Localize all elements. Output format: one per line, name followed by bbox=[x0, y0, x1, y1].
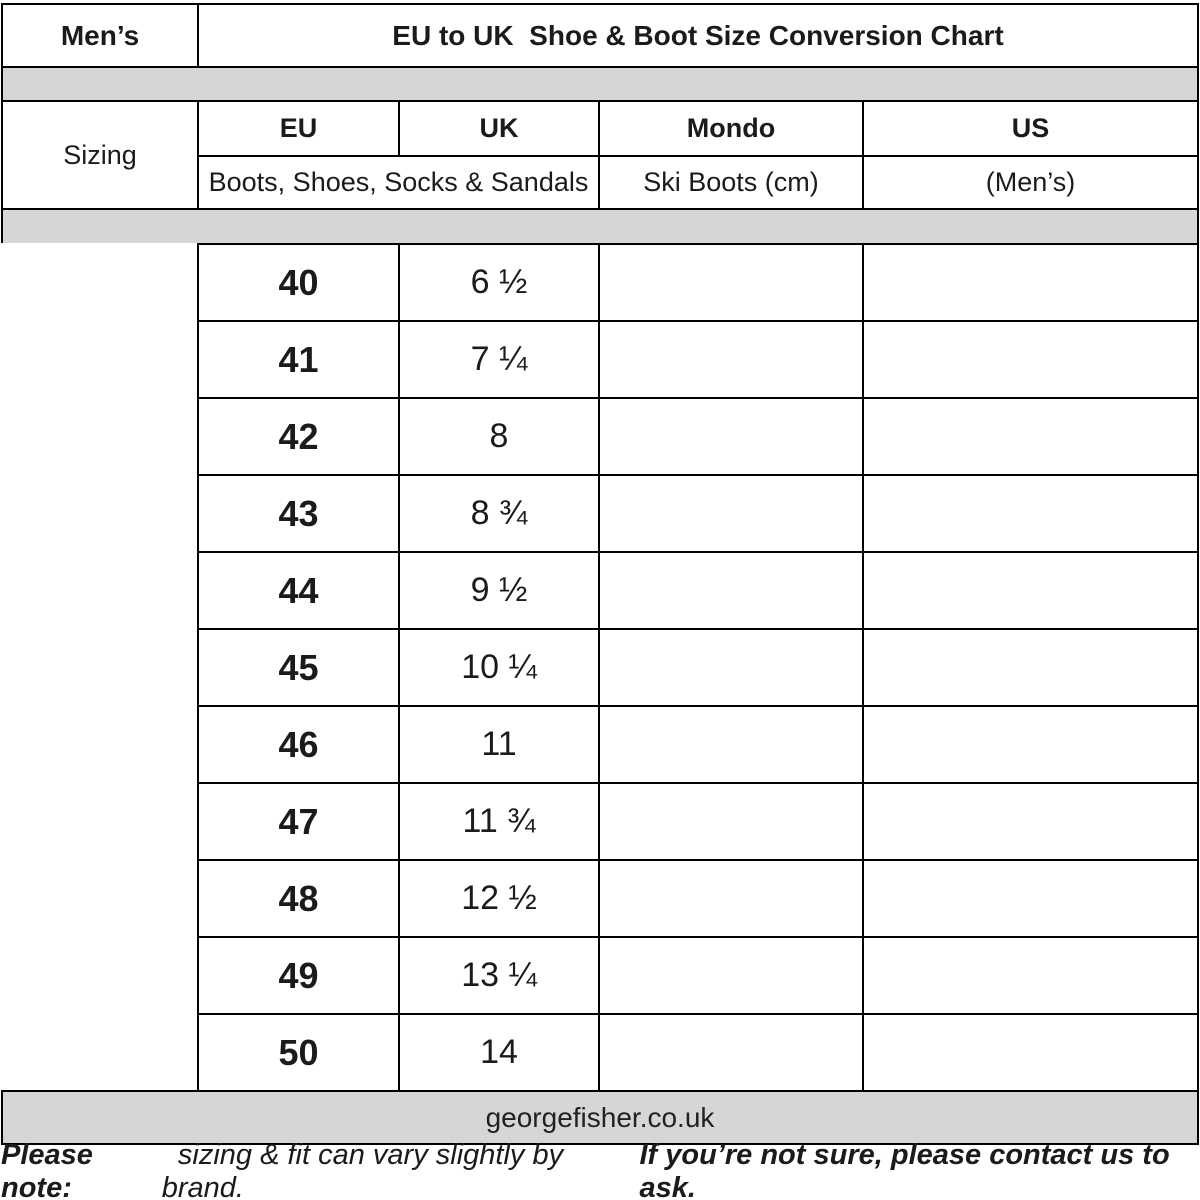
uk-size-cell: 6 ½ bbox=[400, 243, 600, 320]
note-emphasis: If you’re not sure, please contact us to… bbox=[639, 1139, 1178, 1200]
eu-size-cell: 47 bbox=[199, 782, 400, 859]
table-row: 47 11 ¾ bbox=[1, 782, 1199, 859]
us-size-cell bbox=[864, 320, 1199, 397]
row-spacer-cell bbox=[1, 243, 199, 320]
uk-size-cell: 12 ½ bbox=[400, 859, 600, 936]
footer-band: georgefisher.co.uk bbox=[1, 1090, 1199, 1145]
eu-size-cell: 50 bbox=[199, 1013, 400, 1090]
us-size-cell bbox=[864, 628, 1199, 705]
row-spacer-cell bbox=[1, 397, 199, 474]
row-spacer-cell bbox=[1, 628, 199, 705]
mondo-size-cell bbox=[600, 320, 864, 397]
table-row: 42 8 bbox=[1, 397, 1199, 474]
table-row: 50 14 bbox=[1, 1013, 1199, 1090]
row-spacer-cell bbox=[1, 1013, 199, 1090]
subheader-boots-shoes: Boots, Shoes, Socks & Sandals bbox=[199, 157, 600, 210]
row-spacer-cell bbox=[1, 320, 199, 397]
column-header-us: US bbox=[864, 100, 1199, 157]
uk-size-cell: 11 bbox=[400, 705, 600, 782]
subheader-us-mens: (Men’s) bbox=[864, 157, 1199, 210]
size-table-body: 40 6 ½ 41 7 ¼ 42 8 43 8 ¾ 44 9 ½ 45 10 ¼ bbox=[1, 243, 1199, 1090]
us-size-cell bbox=[864, 859, 1199, 936]
row-spacer-cell bbox=[1, 551, 199, 628]
table-row: 40 6 ½ bbox=[1, 243, 1199, 320]
table-row: 45 10 ¼ bbox=[1, 628, 1199, 705]
eu-size-cell: 44 bbox=[199, 551, 400, 628]
eu-size-cell: 46 bbox=[199, 705, 400, 782]
mondo-size-cell bbox=[600, 243, 864, 320]
uk-size-cell: 11 ¾ bbox=[400, 782, 600, 859]
eu-size-cell: 41 bbox=[199, 320, 400, 397]
uk-size-cell: 14 bbox=[400, 1013, 600, 1090]
uk-size-cell: 8 ¾ bbox=[400, 474, 600, 551]
mondo-size-cell bbox=[600, 628, 864, 705]
column-header-eu: EU bbox=[199, 100, 400, 157]
us-size-cell bbox=[864, 551, 1199, 628]
chart-title: EU to UK Shoe & Boot Size Conversion Cha… bbox=[199, 3, 1199, 68]
table-row: 44 9 ½ bbox=[1, 551, 1199, 628]
eu-size-cell: 42 bbox=[199, 397, 400, 474]
us-size-cell bbox=[864, 474, 1199, 551]
bottom-note: Please note: sizing & fit can vary sligh… bbox=[1, 1139, 1199, 1200]
row-spacer-cell bbox=[1, 474, 199, 551]
note-body: sizing & fit can vary slightly by brand. bbox=[161, 1139, 572, 1200]
row-spacer-cell bbox=[1, 705, 199, 782]
table-row: 46 11 bbox=[1, 705, 1199, 782]
row-spacer-cell bbox=[1, 782, 199, 859]
title-row: Men’s EU to UK Shoe & Boot Size Conversi… bbox=[1, 3, 1199, 68]
subheader-ski-boots: Ski Boots (cm) bbox=[600, 157, 864, 210]
us-size-cell bbox=[864, 397, 1199, 474]
us-size-cell bbox=[864, 782, 1199, 859]
mondo-size-cell bbox=[600, 397, 864, 474]
us-size-cell bbox=[864, 1013, 1199, 1090]
row-spacer-cell bbox=[1, 936, 199, 1013]
table-row: 48 12 ½ bbox=[1, 859, 1199, 936]
mondo-size-cell bbox=[600, 551, 864, 628]
size-chart-table: Men’s EU to UK Shoe & Boot Size Conversi… bbox=[1, 3, 1199, 1200]
note-prefix: Please note: bbox=[1, 1139, 101, 1200]
eu-size-cell: 40 bbox=[199, 243, 400, 320]
mondo-size-cell bbox=[600, 474, 864, 551]
column-header-mondo: Mondo bbox=[600, 100, 864, 157]
us-size-cell bbox=[864, 936, 1199, 1013]
category-label: Men’s bbox=[1, 3, 199, 68]
us-size-cell bbox=[864, 243, 1199, 320]
sizing-header: Sizing bbox=[1, 100, 199, 210]
mondo-size-cell bbox=[600, 782, 864, 859]
us-size-cell bbox=[864, 705, 1199, 782]
uk-size-cell: 10 ¼ bbox=[400, 628, 600, 705]
separator-band-mid bbox=[1, 210, 1199, 243]
eu-size-cell: 43 bbox=[199, 474, 400, 551]
table-row: 43 8 ¾ bbox=[1, 474, 1199, 551]
mondo-size-cell bbox=[600, 859, 864, 936]
table-row: 41 7 ¼ bbox=[1, 320, 1199, 397]
mondo-size-cell bbox=[600, 705, 864, 782]
mondo-size-cell bbox=[600, 936, 864, 1013]
table-row: 49 13 ¼ bbox=[1, 936, 1199, 1013]
website-label: georgefisher.co.uk bbox=[485, 1101, 715, 1133]
uk-size-cell: 8 bbox=[400, 397, 600, 474]
eu-size-cell: 49 bbox=[199, 936, 400, 1013]
uk-size-cell: 7 ¼ bbox=[400, 320, 600, 397]
table-header: Sizing EU UK Mondo US Boots, Shoes, Sock… bbox=[1, 100, 1199, 210]
column-header-uk: UK bbox=[400, 100, 600, 157]
uk-size-cell: 13 ¼ bbox=[400, 936, 600, 1013]
eu-size-cell: 48 bbox=[199, 859, 400, 936]
separator-band-top bbox=[1, 68, 1199, 100]
row-spacer-cell bbox=[1, 859, 199, 936]
eu-size-cell: 45 bbox=[199, 628, 400, 705]
uk-size-cell: 9 ½ bbox=[400, 551, 600, 628]
mondo-size-cell bbox=[600, 1013, 864, 1090]
